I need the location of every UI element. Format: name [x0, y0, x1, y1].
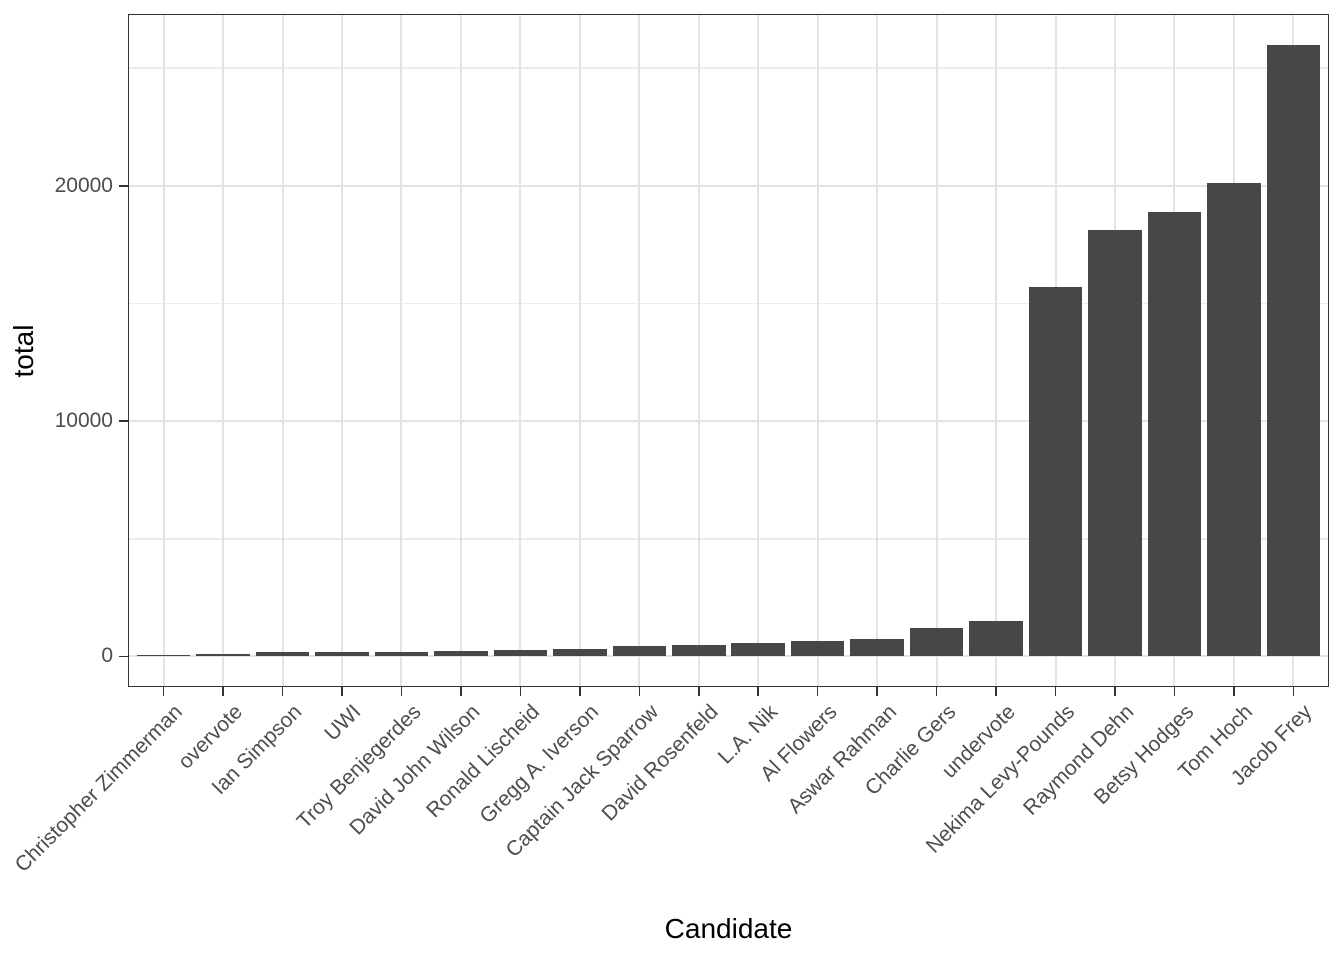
gridline-vertical [578, 14, 581, 687]
bar [553, 648, 607, 657]
y-tick [119, 185, 128, 187]
gridline-vertical [757, 14, 760, 687]
gridline-vertical [876, 14, 879, 687]
gridline-vertical [638, 14, 641, 687]
x-tick [935, 687, 938, 696]
x-tick [460, 687, 462, 696]
y-tick [119, 655, 128, 658]
x-tick [757, 687, 759, 696]
x-tick [519, 687, 522, 696]
x-tick-label: David Rosenfeld [597, 700, 723, 826]
x-tick [341, 687, 343, 696]
y-tick-label: 10000 [54, 409, 113, 433]
gridline-vertical [459, 14, 462, 687]
x-tick-label: UWI [320, 700, 366, 746]
gridline-vertical [697, 14, 700, 687]
x-tick [1054, 687, 1057, 696]
x-tick [1114, 687, 1116, 696]
gridline-minor [128, 302, 1329, 305]
bar [612, 646, 667, 657]
bar [790, 641, 845, 657]
bar [969, 621, 1023, 657]
plot-panel [128, 14, 1329, 687]
gridline-major [128, 420, 1329, 423]
bar [731, 642, 785, 657]
y-tick-label: 20000 [54, 173, 113, 197]
gridline-vertical [341, 14, 344, 687]
bar [1147, 211, 1202, 657]
x-tick [281, 687, 284, 696]
bar [909, 628, 964, 657]
bar [850, 639, 904, 657]
x-tick [816, 687, 819, 696]
gridline-vertical [995, 14, 998, 687]
gridline-vertical [281, 14, 284, 687]
bar [1266, 44, 1321, 657]
x-tick [876, 687, 878, 696]
bar [315, 652, 369, 657]
bar [136, 655, 191, 657]
x-tick [1292, 687, 1295, 696]
y-tick [119, 420, 128, 422]
x-tick [1233, 687, 1235, 696]
gridline-vertical [162, 14, 165, 687]
bar [434, 650, 488, 657]
x-tick [698, 687, 700, 696]
x-tick [400, 687, 403, 696]
gridline-major [128, 655, 1329, 658]
x-tick [579, 687, 581, 696]
x-tick-label: Christopher Zimmerman [10, 700, 188, 877]
x-tick [162, 687, 165, 696]
gridline-vertical [400, 14, 403, 687]
bar [672, 645, 726, 657]
x-axis-title: Candidate [664, 913, 793, 944]
gridline-vertical [519, 14, 522, 687]
x-tick [638, 687, 641, 696]
x-tick [995, 687, 997, 696]
gridline-vertical [222, 14, 225, 687]
x-tick [1173, 687, 1176, 696]
gridline-minor [128, 538, 1329, 540]
x-tick [222, 687, 224, 696]
bar [255, 652, 310, 657]
bar [196, 653, 250, 657]
bar [1028, 286, 1083, 657]
gridline-vertical [935, 14, 938, 687]
y-axis-title: total [8, 324, 39, 377]
bar [374, 651, 429, 657]
y-tick-label: 0 [101, 644, 113, 668]
bar [493, 649, 548, 657]
gridline-minor [128, 67, 1329, 69]
bar [1207, 183, 1261, 657]
bar [1088, 230, 1142, 657]
gridline-vertical [816, 14, 819, 687]
gridline-major [128, 184, 1329, 187]
